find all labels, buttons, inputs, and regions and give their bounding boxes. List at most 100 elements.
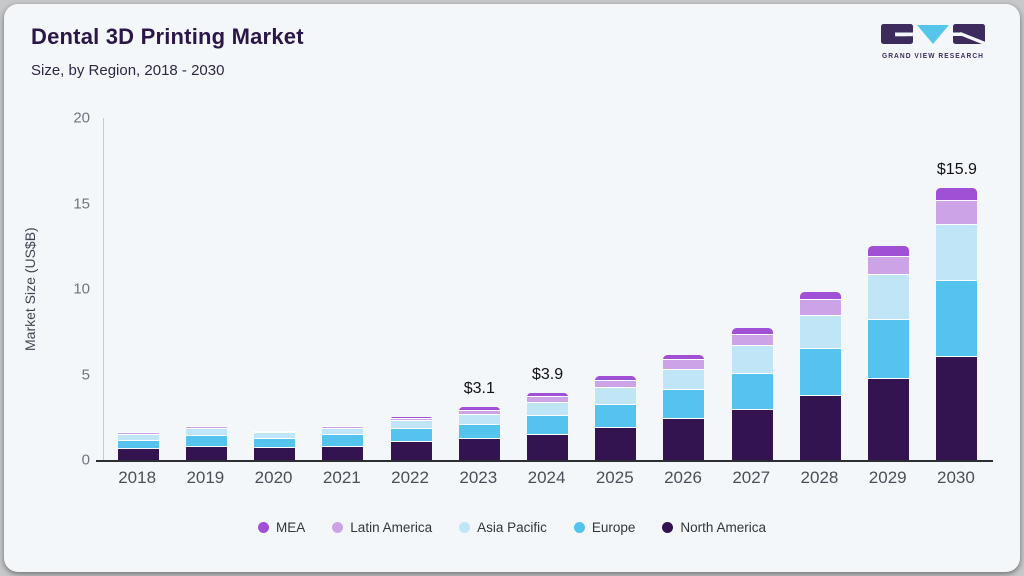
x-tick-label-2030: 2030 xyxy=(937,468,975,487)
bar-segment-mea-2026 xyxy=(663,354,705,361)
bar-segment-mea-2024 xyxy=(527,393,569,398)
bar-slot-2023: $3.1 xyxy=(445,118,513,460)
bar-segment-europe-2019 xyxy=(185,435,227,447)
bar-segment-mea-2020 xyxy=(254,430,296,432)
bar-segment-europe-2026 xyxy=(663,389,705,419)
x-tick-label-2019: 2019 xyxy=(186,468,225,487)
bar-segment-europe-2028 xyxy=(799,348,841,396)
bar-slot-2026 xyxy=(650,118,718,460)
bar-segment-latin-america-2022 xyxy=(390,418,432,422)
bar-segment-asia-pacific-2028 xyxy=(799,315,841,349)
legend-item-europe: Europe xyxy=(573,519,636,535)
legend-dot-icon xyxy=(258,521,270,533)
x-axis-labels: 2018 2019 2020 2021 2022 2023 2024 2025 2026 2027… xyxy=(103,468,990,492)
bar-segment-north-america-2019 xyxy=(185,446,227,460)
bar-segment-asia-pacific-2029 xyxy=(868,275,910,320)
bar-slot-2020 xyxy=(240,118,308,460)
stacked-bar-2025 xyxy=(595,375,637,460)
x-tick-label-2026: 2026 xyxy=(664,468,702,487)
x-tick-label-2027: 2027 xyxy=(732,468,771,487)
bar-segment-latin-america-2024 xyxy=(527,397,569,403)
legend-item-mea: MEA xyxy=(258,520,305,535)
plot-area: $3.1 $3.9 $15.9 xyxy=(96,118,993,462)
bar-slot-2027 xyxy=(718,118,786,460)
bar-segment-mea-2025 xyxy=(595,375,637,381)
y-tick-label: 20 xyxy=(73,109,90,127)
bar-segment-mea-2028 xyxy=(799,292,841,301)
bar-segment-latin-america-2021 xyxy=(322,427,364,430)
x-tick-label-2020: 2020 xyxy=(254,468,293,487)
bar-segment-mea-2022 xyxy=(390,416,432,419)
bar-segment-north-america-2023 xyxy=(458,439,500,460)
data-label-2030: $15.9 xyxy=(936,161,977,179)
legend-label: Latin America xyxy=(350,519,433,535)
legend-label: Europe xyxy=(591,519,636,535)
x-tick-label-2022: 2022 xyxy=(391,468,429,487)
x-tick-label-2018: 2018 xyxy=(118,468,157,487)
bar-slot-2024: $3.9 xyxy=(513,118,581,460)
bar-segment-europe-2023 xyxy=(458,424,500,440)
bar-segment-latin-america-2018 xyxy=(117,433,159,436)
y-tick-label: 5 xyxy=(81,366,90,383)
x-tick-label-2028: 2028 xyxy=(800,468,839,487)
stacked-bar-2021 xyxy=(322,426,364,460)
legend-dot-icon xyxy=(459,521,471,533)
legend-label: Asia Pacific xyxy=(477,519,547,535)
stacked-bar-2027 xyxy=(731,328,773,460)
stacked-bar-2023 xyxy=(458,407,500,460)
bar-segment-north-america-2028 xyxy=(799,395,841,460)
bar-segment-mea-2019 xyxy=(185,425,227,427)
bar-segment-mea-2027 xyxy=(731,328,773,336)
y-tick-label: 0 xyxy=(81,451,90,469)
bar-segment-europe-2021 xyxy=(322,435,364,448)
bar-segment-latin-america-2025 xyxy=(595,380,637,389)
bar-segment-mea-2030 xyxy=(936,188,978,202)
bar-slot-2029 xyxy=(855,118,923,460)
x-tick-label-2025: 2025 xyxy=(595,468,634,487)
y-tick-label: 10 xyxy=(73,280,90,298)
bar-segment-north-america-2021 xyxy=(322,447,364,460)
bar-segment-asia-pacific-2026 xyxy=(663,369,705,390)
y-axis-ticks: 0 5 10 15 20 xyxy=(4,110,90,469)
x-tick-label-2029: 2029 xyxy=(868,468,907,487)
bar-segment-north-america-2020 xyxy=(254,448,296,460)
bar-segment-asia-pacific-2027 xyxy=(731,346,773,374)
bar-segment-latin-america-2020 xyxy=(254,431,296,434)
data-label-2024: $3.9 xyxy=(531,366,564,384)
chart-subtitle: Size, by Region, 2018 - 2030 xyxy=(31,62,225,79)
legend: MEA Latin America Asia Pacific Europe North … xyxy=(4,516,1020,538)
page-title: Dental 3D Printing Market xyxy=(31,24,304,49)
stacked-bar-2028 xyxy=(799,292,841,460)
bar-segment-latin-america-2026 xyxy=(663,360,705,370)
bar-segment-europe-2020 xyxy=(254,438,296,449)
bar-segment-asia-pacific-2021 xyxy=(322,429,364,436)
y-tick-label: 15 xyxy=(73,195,90,212)
bar-segment-europe-2024 xyxy=(527,415,569,436)
stacked-bar-2020 xyxy=(254,430,296,460)
bar-segment-asia-pacific-2022 xyxy=(390,421,432,429)
bar-segment-north-america-2030 xyxy=(936,356,978,460)
bar-slot-2021 xyxy=(309,118,377,460)
gvr-logo-mark: GRAND VIEW RESEARCH xyxy=(881,24,986,60)
bar-segment-north-america-2029 xyxy=(868,378,910,460)
bar-segment-mea-2021 xyxy=(322,426,364,428)
x-tick-label-2024: 2024 xyxy=(527,468,566,487)
legend-dot-icon xyxy=(573,521,585,533)
bar-slot-2018 xyxy=(104,118,172,460)
bar-segment-north-america-2025 xyxy=(595,428,637,460)
bar-segment-north-america-2018 xyxy=(117,449,159,460)
stacked-bar-2019 xyxy=(185,425,227,460)
bar-segment-mea-2018 xyxy=(117,432,159,434)
stacked-bar-2026 xyxy=(663,354,705,460)
bar-segment-asia-pacific-2025 xyxy=(595,388,637,406)
bar-segment-latin-america-2023 xyxy=(458,410,500,416)
legend-label: MEA xyxy=(276,519,306,535)
stacked-bar-2022 xyxy=(390,416,432,460)
legend-item-north-america: North America xyxy=(662,520,766,535)
bar-segment-north-america-2026 xyxy=(663,418,705,460)
legend-dot-icon xyxy=(332,521,344,533)
bar-slot-2022 xyxy=(377,118,445,460)
bar-segment-north-america-2027 xyxy=(731,409,773,460)
bar-segment-asia-pacific-2024 xyxy=(527,402,569,416)
bar-slot-2030: $15.9 xyxy=(923,118,991,460)
